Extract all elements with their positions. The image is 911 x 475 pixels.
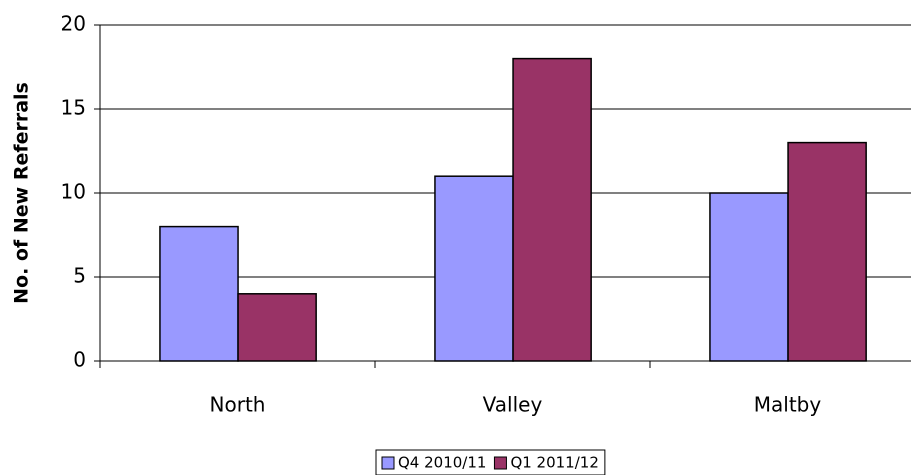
bar [512,57,592,362]
x-tick-label: Maltby [754,393,822,417]
x-tick-label: Valley [483,393,543,417]
y-tick-label: 0 [73,348,86,372]
bar [709,192,789,362]
y-tick-label: 5 [73,264,86,288]
bar [434,175,514,362]
legend-box [375,449,606,475]
bar [159,225,239,362]
y-tick-label: 20 [61,12,86,36]
bar [787,141,867,362]
legend-swatch [381,456,395,470]
legend-label: Q1 2011/12 [510,454,598,472]
legend-label: Q4 2010/11 [398,454,486,472]
bar [237,293,317,362]
y-tick-label: 10 [61,180,86,204]
y-tick-label: 15 [61,96,86,120]
legend-swatch [493,456,507,470]
y-axis-label: No. of New Referrals [11,82,33,304]
x-tick-label: North [210,393,266,417]
